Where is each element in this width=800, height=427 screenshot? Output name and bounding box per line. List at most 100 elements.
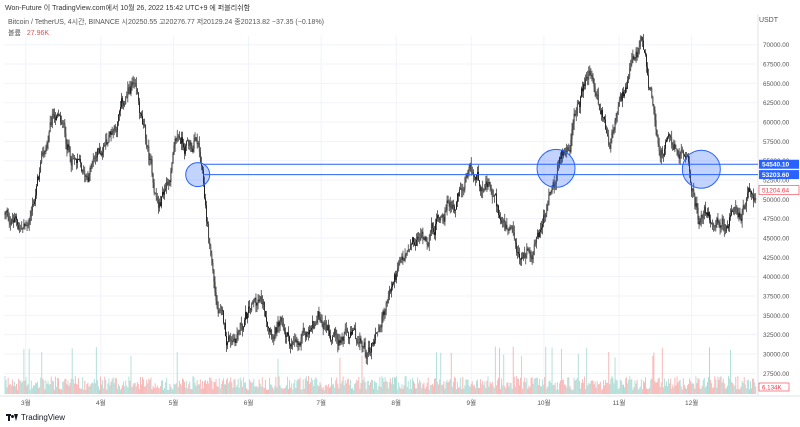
volume-bar [693, 384, 695, 394]
candle [521, 252, 522, 266]
candle [616, 111, 618, 123]
volume-bar [271, 385, 273, 394]
volume-bar [671, 388, 673, 394]
volume-bar [374, 381, 376, 394]
candle [645, 49, 646, 57]
candle [252, 300, 254, 305]
candle [188, 139, 190, 150]
volume-bar [387, 388, 389, 394]
candle [133, 77, 135, 89]
volume-bar [157, 387, 159, 394]
volume-bar [108, 378, 110, 394]
candle [382, 309, 384, 323]
volume-bar [487, 376, 489, 394]
candle [4, 211, 6, 220]
candle [446, 195, 448, 216]
candle [708, 207, 709, 218]
volume-bar [12, 385, 14, 394]
volume-bar [678, 380, 680, 394]
volume-bar [99, 389, 100, 394]
candle [210, 243, 212, 257]
candle [424, 235, 426, 242]
candle [358, 335, 360, 348]
volume-bar [528, 385, 530, 394]
candle [265, 310, 266, 318]
volume-bar [674, 377, 676, 394]
volume-bar [725, 388, 727, 394]
volume-bar [224, 383, 225, 394]
candle [213, 268, 215, 289]
candle [20, 224, 22, 232]
volume-bar [647, 389, 649, 394]
volume-bar [405, 376, 407, 394]
candle [277, 316, 279, 333]
candle [509, 224, 511, 231]
highlight-circle[interactable] [185, 162, 211, 188]
volume-bar [15, 386, 16, 394]
candle [428, 234, 430, 251]
volume-bar [702, 379, 704, 394]
candle [744, 202, 746, 210]
highlight-circle[interactable] [536, 148, 576, 188]
candle [83, 165, 85, 175]
volume-bar [231, 382, 233, 394]
volume-bar [314, 379, 316, 394]
volume-bar [401, 384, 403, 394]
volume-bar [755, 386, 757, 394]
volume-bar [31, 388, 33, 394]
candle [24, 222, 26, 230]
volume-bar [575, 379, 577, 394]
volume-bar [618, 387, 620, 394]
highlight-circle[interactable] [681, 149, 721, 189]
candle [404, 248, 406, 263]
candle [474, 174, 475, 181]
candle [733, 207, 735, 215]
volume-bar [89, 385, 91, 394]
candle [57, 112, 58, 119]
candle [399, 256, 401, 266]
candle [442, 212, 444, 224]
candle [228, 331, 229, 343]
candle [279, 315, 281, 332]
volume-bar [742, 382, 744, 394]
candle [190, 139, 192, 153]
volume-bar [495, 385, 497, 394]
volume-bar [332, 384, 334, 394]
volume-bar [540, 386, 541, 394]
candle [316, 315, 318, 325]
volume-bar [255, 386, 257, 394]
x-tick-label: 9월 [466, 398, 476, 407]
volume-bar [281, 388, 283, 394]
candle [497, 203, 498, 214]
volume-bar [341, 380, 343, 394]
volume-bar [645, 377, 646, 394]
volume-bar [187, 388, 189, 394]
candle [728, 224, 729, 232]
candle [753, 188, 754, 208]
candle [81, 162, 82, 173]
candle [315, 320, 317, 327]
volume-bar [453, 376, 455, 394]
volume-bar [122, 385, 124, 394]
candle [417, 232, 418, 247]
volume-bar [458, 387, 460, 394]
volume-bar [445, 382, 447, 394]
x-tick-label: 11월 [613, 398, 626, 407]
candle [349, 336, 350, 345]
candle [436, 213, 437, 231]
volume-bar [566, 387, 568, 394]
volume-bar [561, 348, 562, 394]
volume-bar [215, 378, 217, 394]
volume-bar [95, 347, 97, 394]
candle [90, 163, 92, 172]
candle [529, 247, 531, 262]
volume-bar [308, 376, 309, 394]
volume-bar [127, 387, 129, 394]
volume-bar [711, 383, 713, 394]
volume-bar [135, 386, 137, 394]
candle [585, 74, 586, 90]
symbol-name[interactable]: Bitcoin / TetherUS, 4시간, BINANCE [8, 19, 120, 26]
tradingview-logo[interactable]: TradingView [6, 413, 65, 422]
volume-bar [313, 386, 315, 394]
